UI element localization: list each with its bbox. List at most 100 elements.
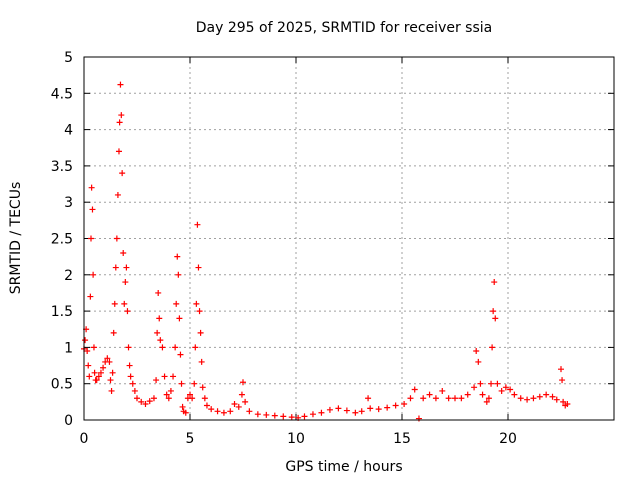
data-point bbox=[129, 380, 136, 387]
data-point bbox=[167, 387, 174, 394]
y-tick-label: 0.5 bbox=[51, 377, 73, 393]
x-tick-label: 20 bbox=[499, 431, 517, 447]
data-point bbox=[107, 377, 114, 384]
data-point bbox=[473, 348, 480, 355]
y-tick-label: 3 bbox=[64, 195, 73, 211]
data-point bbox=[165, 395, 172, 402]
data-point bbox=[335, 405, 342, 412]
data-point bbox=[326, 406, 333, 413]
data-point bbox=[111, 300, 118, 307]
data-point bbox=[87, 235, 94, 242]
data-point bbox=[530, 395, 537, 402]
data-point bbox=[475, 358, 482, 365]
data-point bbox=[235, 403, 242, 410]
y-tick-label: 1 bbox=[64, 340, 73, 356]
data-point bbox=[489, 344, 496, 351]
data-point bbox=[491, 279, 498, 286]
plot-frame bbox=[83, 56, 615, 421]
data-point bbox=[477, 380, 484, 387]
y-tick-label: 3.5 bbox=[51, 159, 73, 175]
data-point bbox=[560, 398, 567, 405]
data-point bbox=[199, 384, 206, 391]
data-point bbox=[89, 206, 96, 213]
data-point bbox=[246, 408, 253, 415]
data-point bbox=[153, 377, 160, 384]
data-point bbox=[172, 344, 179, 351]
data-point bbox=[134, 395, 140, 402]
data-point bbox=[401, 401, 408, 408]
data-point bbox=[161, 373, 168, 380]
data-point bbox=[524, 396, 531, 403]
x-tick-label: 15 bbox=[393, 431, 411, 447]
data-point bbox=[114, 191, 121, 198]
data-point bbox=[90, 271, 97, 278]
data-point bbox=[122, 279, 129, 286]
data-point bbox=[343, 407, 350, 414]
data-point bbox=[120, 250, 127, 257]
data-point bbox=[182, 409, 189, 416]
data-point bbox=[178, 380, 185, 387]
grid-lines bbox=[84, 57, 614, 420]
data-point bbox=[288, 414, 295, 421]
data-point bbox=[192, 344, 199, 351]
data-point bbox=[86, 373, 93, 380]
data-point bbox=[195, 264, 202, 271]
data-point bbox=[479, 391, 486, 398]
data-point bbox=[426, 391, 433, 398]
data-point bbox=[93, 377, 100, 384]
data-point bbox=[127, 373, 134, 380]
y-tick-label: 2 bbox=[64, 268, 73, 284]
data-point bbox=[179, 403, 186, 410]
data-point bbox=[238, 391, 245, 398]
data-point bbox=[113, 235, 120, 242]
data-point bbox=[407, 395, 414, 402]
data-point bbox=[445, 395, 452, 402]
data-point bbox=[483, 398, 490, 405]
data-point bbox=[543, 391, 550, 398]
data-point bbox=[240, 379, 246, 386]
data-point bbox=[490, 308, 497, 315]
data-point bbox=[88, 184, 95, 191]
data-point bbox=[117, 81, 124, 88]
data-point bbox=[121, 300, 128, 307]
data-point bbox=[309, 411, 316, 418]
data-point bbox=[124, 308, 131, 315]
y-axis-title: SRMTID / TECUs bbox=[8, 182, 24, 295]
data-point bbox=[108, 387, 115, 394]
data-point bbox=[87, 293, 94, 300]
data-point bbox=[384, 404, 391, 411]
data-point bbox=[95, 373, 102, 380]
y-tick-label: 4 bbox=[64, 123, 73, 139]
y-tick-label: 0 bbox=[64, 413, 73, 429]
data-point bbox=[91, 369, 98, 376]
x-axis-title: GPS time / hours bbox=[285, 459, 402, 475]
data-point bbox=[191, 380, 198, 387]
data-point bbox=[231, 401, 238, 408]
data-point bbox=[365, 395, 372, 402]
data-point bbox=[511, 391, 518, 398]
x-tick-label: 10 bbox=[287, 431, 305, 447]
x-tick-label: 0 bbox=[80, 431, 89, 447]
data-point bbox=[242, 398, 249, 405]
data-point bbox=[119, 170, 126, 177]
data-point bbox=[280, 413, 287, 420]
data-point bbox=[189, 395, 196, 402]
data-point bbox=[112, 264, 119, 271]
y-tick-label: 4.5 bbox=[51, 86, 73, 102]
data-point bbox=[197, 329, 204, 336]
data-point bbox=[138, 398, 145, 405]
data-point bbox=[126, 362, 133, 369]
data-point bbox=[159, 344, 166, 351]
data-point bbox=[177, 351, 184, 358]
data-point bbox=[142, 401, 149, 408]
data-point bbox=[227, 408, 234, 415]
data-point bbox=[157, 337, 164, 344]
data-point bbox=[254, 411, 261, 418]
data-point bbox=[271, 412, 278, 419]
data-point bbox=[97, 369, 104, 376]
data-point bbox=[193, 300, 200, 307]
data-point bbox=[220, 409, 227, 416]
data-point bbox=[201, 395, 208, 402]
data-point bbox=[507, 386, 514, 393]
